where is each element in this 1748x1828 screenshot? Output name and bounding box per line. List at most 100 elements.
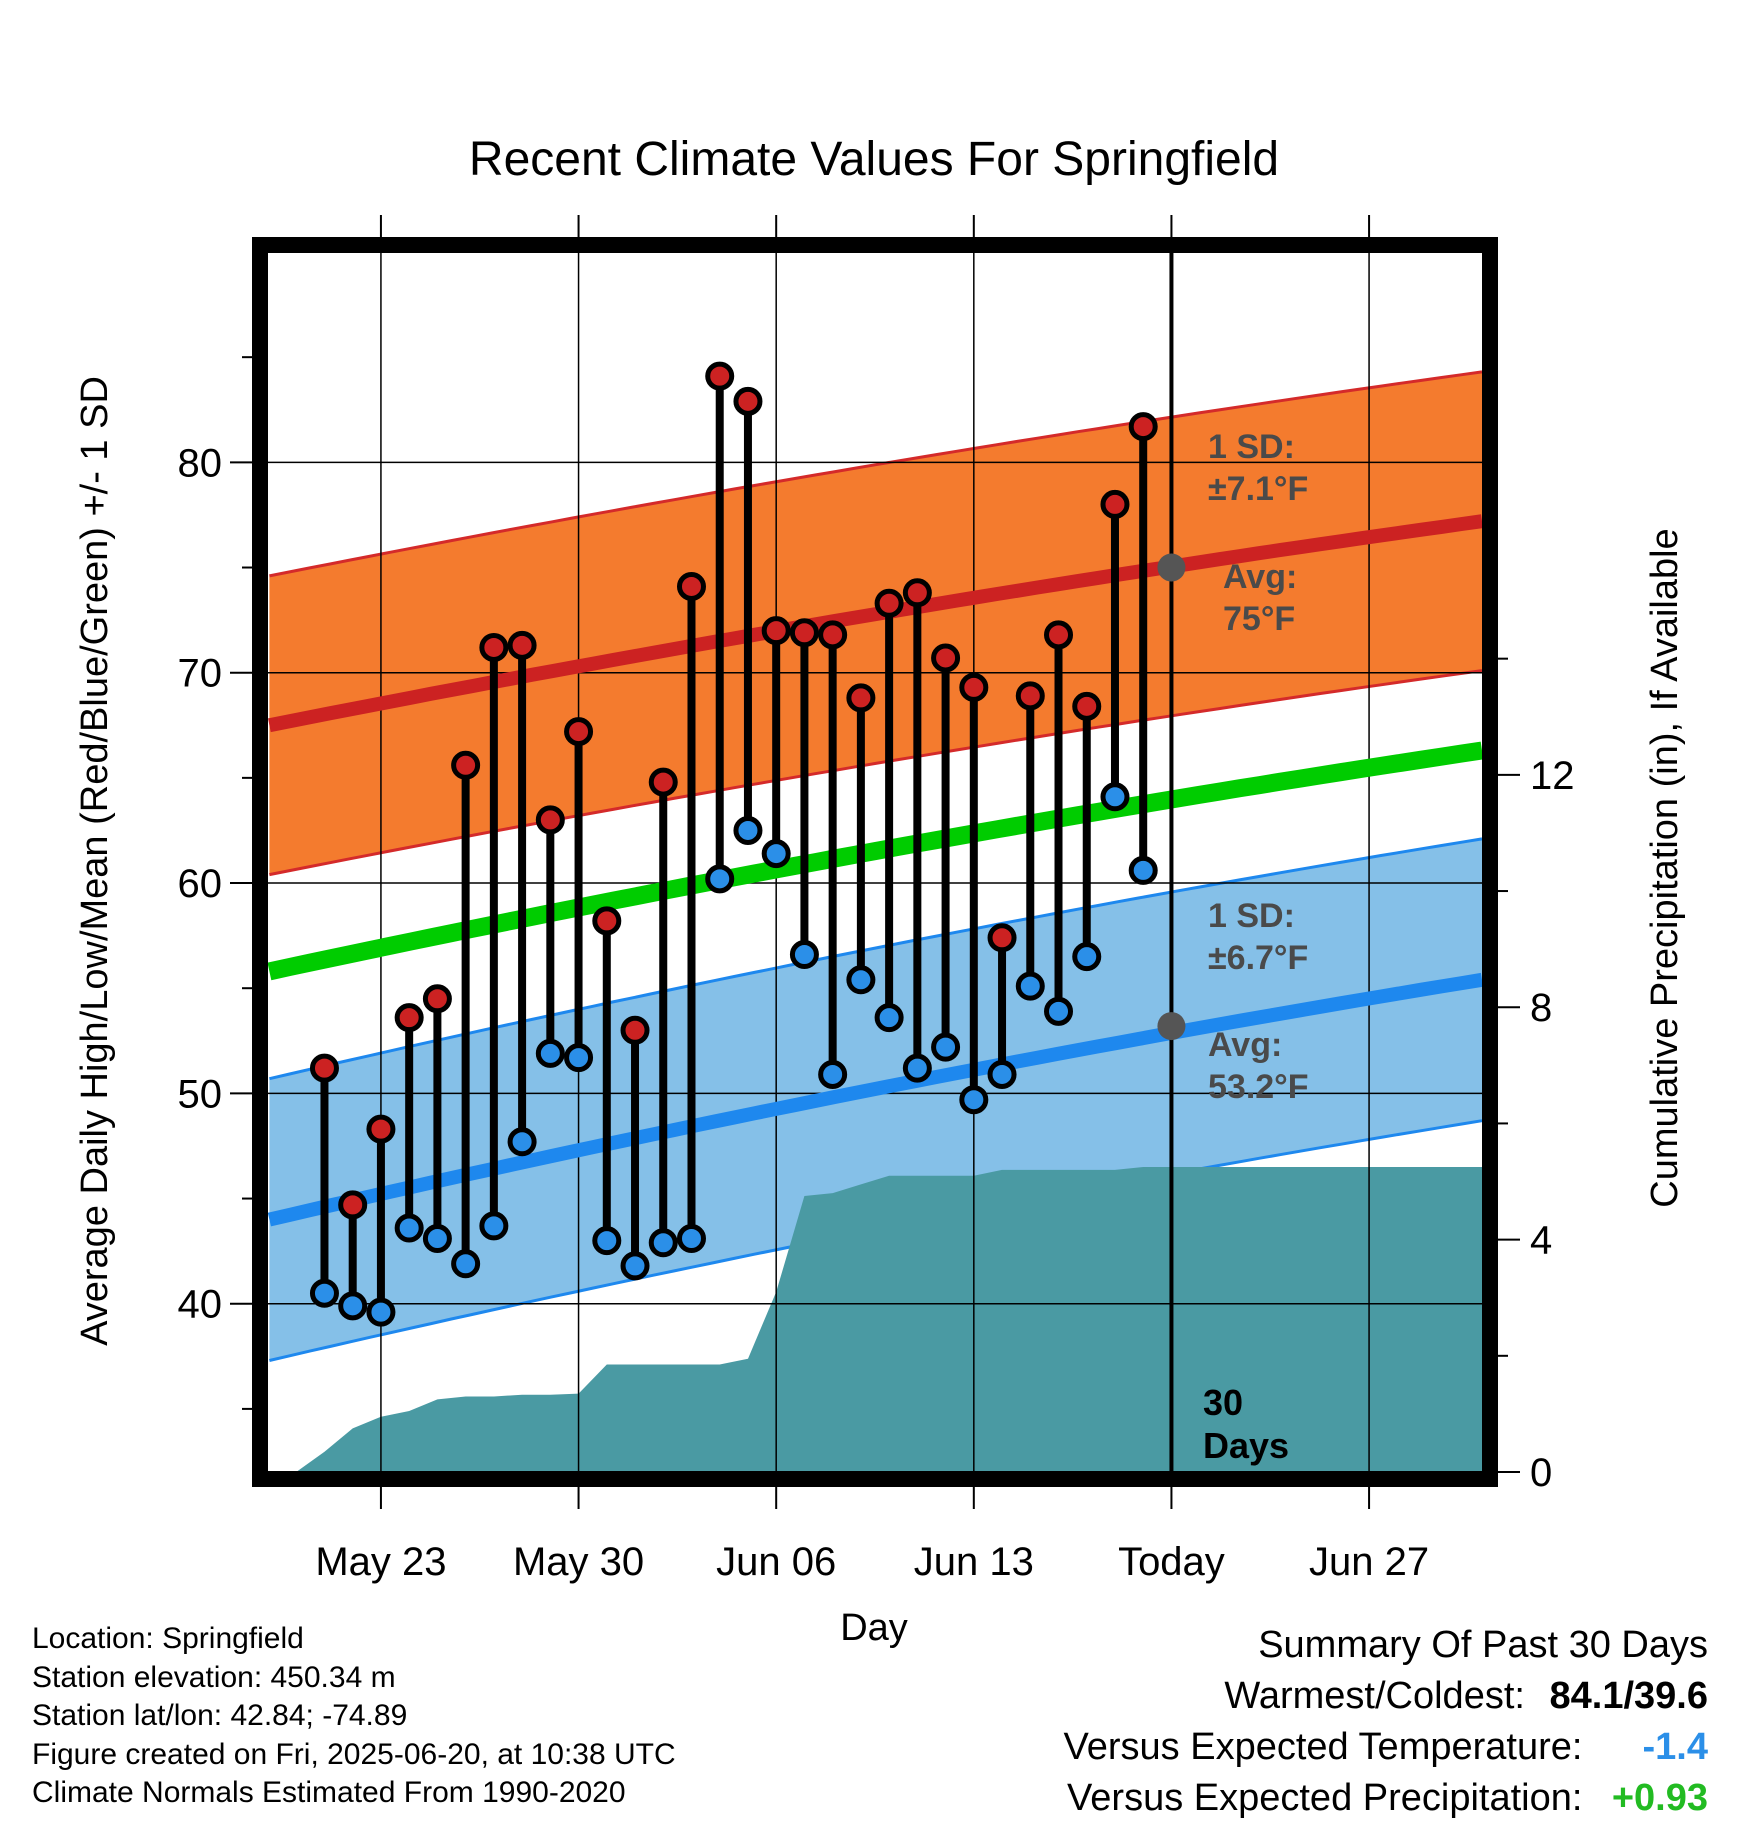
station-info: Location: Springfield Station elevation:… [32, 1620, 676, 1813]
y-left-tick-label: 50 [178, 1072, 223, 1116]
daily-high-point [451, 750, 481, 780]
daily-low-point [1072, 942, 1102, 972]
precipitation-area [268, 1167, 1482, 1472]
x-tick-label: Jun 06 [716, 1540, 836, 1584]
location-text: Location: Springfield [32, 1622, 304, 1655]
daily-high-point [366, 1114, 396, 1144]
x-tick-label: Jun 13 [914, 1540, 1034, 1584]
daily-high-point [394, 1003, 424, 1033]
chart-title: Recent Climate Values For Springfield [469, 133, 1279, 186]
high-band-lower-edge [269, 669, 1483, 877]
precip-row: Versus Expected Precipitation: +0.93 [1064, 1773, 1708, 1824]
precip-label: Versus Expected Precipitation: [1067, 1777, 1583, 1819]
grid-lines [268, 252, 1482, 1472]
daily-high-point [422, 984, 452, 1014]
daily-high-point [1072, 691, 1102, 721]
daily-low-point [620, 1251, 650, 1281]
daily-low-point [535, 1038, 565, 1068]
daily-low-point [309, 1278, 339, 1308]
daily-high-point [959, 672, 989, 702]
daily-low-point [422, 1224, 452, 1254]
daily-low-point [479, 1211, 509, 1241]
high-avg-value: 75°F [1223, 600, 1295, 638]
high-sd-value: ±7.1°F [1208, 470, 1308, 508]
summary-heading: Summary Of Past 30 Days [1258, 1624, 1708, 1666]
y-left-tick-label: 80 [178, 441, 223, 485]
temp-label: Versus Expected Temperature: [1063, 1726, 1583, 1768]
daily-low-point [564, 1043, 594, 1073]
axes: 40 50 60 70 80 0 4 8 12 May 23 May 30 Jun 06 Jun 13 T… [178, 215, 1575, 1584]
y-axis-left-label: Average Daily High/Low/Mean (Red/Blue/Gr… [74, 376, 116, 1346]
normal-high-line [268, 514, 1483, 733]
daily-high-point [1044, 620, 1074, 650]
daily-low-point [394, 1213, 424, 1243]
daily-high-point [874, 588, 904, 618]
high-avg-label: Avg: [1223, 558, 1297, 596]
precip-value: +0.93 [1611, 1777, 1708, 1819]
x-tick-label: May 23 [315, 1540, 446, 1584]
daily-low-point [338, 1291, 368, 1321]
normal-lines [267, 252, 1484, 1472]
x-tick-label: May 30 [513, 1540, 644, 1584]
low-avg-label: Avg: [1208, 1026, 1282, 1064]
normal-mean-line [267, 741, 1484, 981]
daily-high-point [733, 386, 763, 416]
high-avg-marker [1157, 553, 1186, 582]
daily-low-point [1128, 855, 1158, 885]
daily-high-point [987, 923, 1017, 953]
high-sd-band [269, 371, 1482, 875]
daily-high-point [1015, 681, 1045, 711]
daily-high-point [818, 620, 848, 650]
x-axis-label: Day [840, 1607, 908, 1649]
daily-low-point [1015, 971, 1045, 1001]
low-avg-marker [1157, 1012, 1186, 1041]
daily-high-point [507, 630, 537, 660]
low-band-upper-edge [269, 837, 1483, 1081]
daily-high-point [761, 616, 791, 646]
daily-high-point [676, 571, 706, 601]
y-left-tick-label: 60 [178, 862, 223, 906]
daily-high-point [902, 578, 932, 608]
y-right-tick-label: 0 [1530, 1451, 1552, 1495]
y-left-tick-label: 40 [178, 1283, 223, 1327]
daily-high-point [620, 1015, 650, 1045]
daily-low-point [931, 1032, 961, 1062]
high-band-upper-edge [269, 370, 1483, 578]
daily-high-point [564, 717, 594, 747]
daily-high-point [479, 632, 509, 662]
daily-low-point [366, 1297, 396, 1327]
x-tick-label: Jun 27 [1309, 1540, 1429, 1584]
y-right-tick-label: 12 [1530, 754, 1575, 798]
daily-high-point [338, 1190, 368, 1220]
latlon-text: Station lat/lon: 42.84; -74.89 [32, 1699, 408, 1732]
daily-low-point [451, 1249, 481, 1279]
days-count: 30 [1203, 1382, 1243, 1423]
daily-low-point [592, 1226, 622, 1256]
daily-low-point [789, 940, 819, 970]
daily-low-point [1044, 996, 1074, 1026]
high-sd-label: 1 SD: [1208, 428, 1295, 466]
days-label: Days [1203, 1425, 1289, 1466]
temp-row: Versus Expected Temperature: -1.4 [1064, 1722, 1708, 1773]
daily-high-point [705, 361, 735, 391]
daily-low-point [648, 1228, 678, 1258]
daily-low-point [874, 1003, 904, 1033]
daily-high-point [592, 906, 622, 936]
plot-border [252, 237, 1498, 1487]
daily-low-point [818, 1059, 848, 1089]
y-axis-right-label: Cumulative Precipitation (in), If Availa… [1644, 528, 1686, 1207]
plot-frame [252, 237, 1498, 1487]
daily-low-point [987, 1059, 1017, 1089]
warm-cold-value: 84.1/39.6 [1549, 1675, 1708, 1717]
created-text: Figure created on Fri, 2025-06-20, at 10… [32, 1737, 676, 1771]
annotations: 1 SD: ±7.1°F Avg: 75°F 1 SD: ±6.7°F Avg:… [1203, 428, 1309, 1466]
daily-low-point [761, 839, 791, 869]
daily-low-point [733, 815, 763, 845]
temp-value: -1.4 [1642, 1726, 1708, 1768]
observations [309, 361, 1158, 1327]
low-sd-value: ±6.7°F [1208, 939, 1308, 977]
y-left-tick-label: 70 [178, 652, 223, 696]
daily-high-point [535, 805, 565, 835]
summary-panel: Summary Of Past 30 Days Warmest/Coldest:… [1064, 1620, 1708, 1824]
cumulative-precip-area [268, 1167, 1482, 1472]
